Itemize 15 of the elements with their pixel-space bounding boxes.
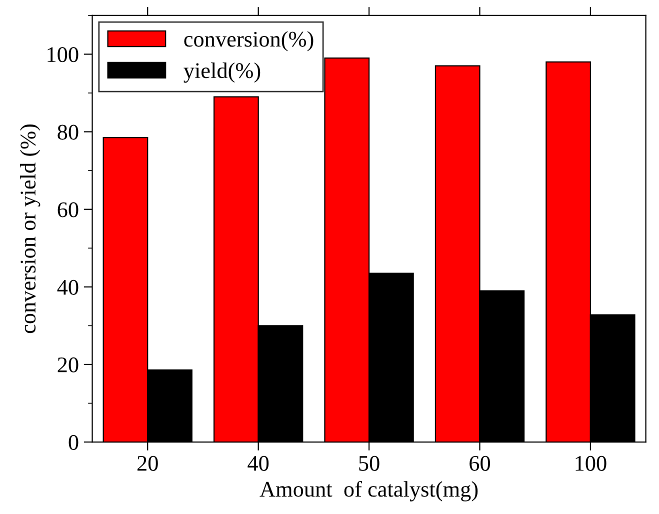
y-tick-label: 0: [68, 434, 78, 450]
y-tick-label: 80: [58, 124, 78, 140]
x-tick-label: 40: [248, 456, 269, 471]
legend-label: conversion(%): [184, 31, 314, 52]
y-tick-label: 20: [58, 357, 78, 372]
y-axis-title: conversion or yield (%): [20, 124, 40, 334]
y-tick-label: 40: [57, 280, 78, 295]
y-tick-label: 100: [48, 47, 78, 62]
y-tick-label: 60: [58, 202, 78, 218]
x-tick-label: 100: [576, 456, 606, 471]
legend-label: yield(%): [184, 62, 260, 83]
x-axis-title: Amount of catalyst(mg): [260, 480, 478, 502]
x-tick-label: 20: [137, 456, 158, 471]
x-tick-label: 60: [470, 456, 490, 471]
x-tick-label: 50: [359, 456, 380, 471]
